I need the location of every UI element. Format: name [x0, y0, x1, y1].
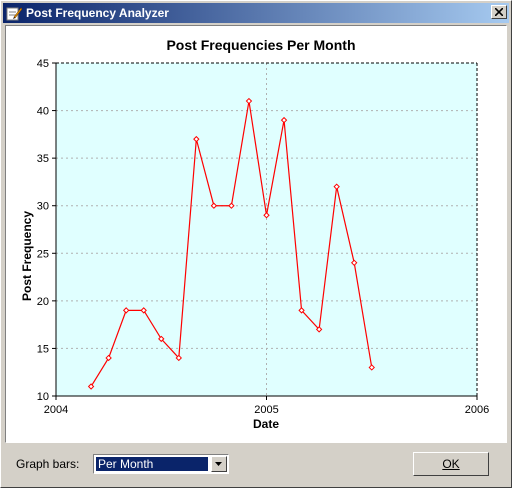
data-point: [175, 354, 182, 362]
y-axis-label: Post Frequency: [20, 211, 34, 301]
dropdown-button[interactable]: [211, 456, 227, 472]
data-point: [298, 307, 305, 314]
data-point: [210, 202, 218, 209]
data-point: [315, 326, 323, 333]
ok-button[interactable]: OK: [413, 452, 489, 476]
x-axis-label: Date: [253, 417, 279, 431]
data-point: [280, 116, 288, 124]
y-tick-label: 40: [37, 106, 49, 118]
data-point: [228, 202, 235, 209]
data-point: [87, 383, 95, 390]
data-point: [263, 212, 270, 219]
chart-panel: Post Frequencies Per Month Post Frequenc…: [5, 25, 507, 443]
data-point: [140, 307, 147, 314]
data-point: [158, 335, 165, 343]
title-bar[interactable]: Post Frequency Analyzer: [3, 3, 509, 23]
chevron-down-icon: [215, 462, 222, 466]
data-point: [351, 259, 358, 267]
graph-bars-value: Per Month: [95, 456, 209, 472]
x-tick-label: 2004: [44, 404, 68, 416]
y-tick-label: 15: [37, 343, 49, 355]
y-tick-label: 30: [37, 201, 49, 213]
y-tick-label: 10: [37, 391, 49, 403]
window-title: Post Frequency Analyzer: [26, 6, 169, 20]
data-point: [245, 97, 253, 105]
y-tick-label: 20: [37, 296, 49, 308]
graph-bars-select[interactable]: Per Month: [93, 454, 229, 474]
data-point: [368, 364, 375, 371]
y-tick-label: 45: [37, 58, 49, 70]
y-tick-label: 25: [37, 248, 49, 260]
data-point: [193, 135, 200, 143]
data-point: [105, 354, 112, 362]
graph-bars-label: Graph bars:: [16, 457, 80, 471]
line-chart: Post Frequencies Per Month Post Frequenc…: [20, 37, 489, 431]
x-tick-label: 2005: [254, 404, 278, 416]
data-point: [333, 183, 340, 190]
chart-title: Post Frequencies Per Month: [166, 37, 355, 53]
y-tick-label: 35: [37, 153, 49, 165]
x-tick-label: 2006: [465, 404, 489, 416]
pencil-icon: [6, 7, 22, 21]
close-button[interactable]: [491, 5, 507, 19]
ok-button-label: OK: [442, 457, 460, 471]
close-icon: [495, 8, 503, 16]
data-point: [122, 307, 130, 314]
